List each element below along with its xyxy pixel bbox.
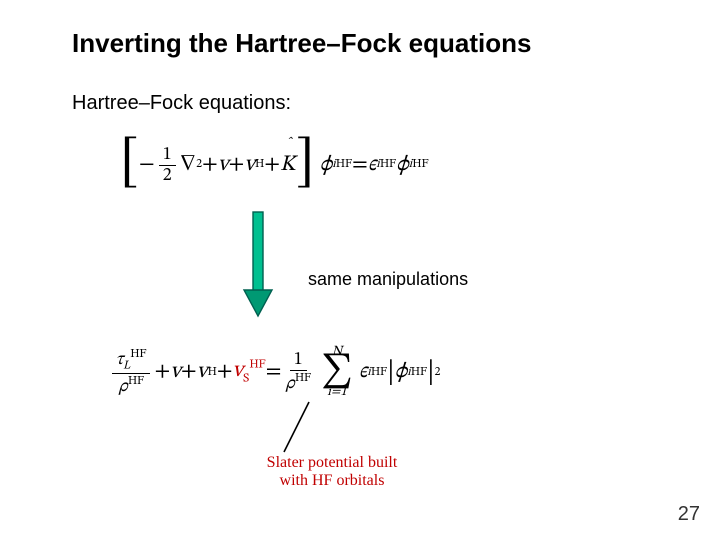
vH2-sub: H xyxy=(207,365,216,380)
sum-block: N ∑ i=1 xyxy=(321,345,353,399)
rho2-den: ρHF xyxy=(285,371,311,393)
equals: = xyxy=(352,153,368,177)
down-arrow-icon xyxy=(240,210,276,320)
plus-c: + xyxy=(217,358,233,386)
vH2: v xyxy=(197,358,208,386)
phi1-hf: HF xyxy=(336,158,352,171)
phi3-hf: HF xyxy=(411,365,427,380)
slide-title: Inverting the Hartree–Fock equations xyxy=(72,28,531,59)
subtitle: Hartree–Fock equations: xyxy=(72,92,291,115)
tau: τ xyxy=(116,351,123,369)
tau-L: L xyxy=(123,360,130,372)
vS: v xyxy=(233,360,244,382)
tau-num: τLHF xyxy=(112,348,150,374)
pointer-line-icon xyxy=(276,400,316,456)
v2: v xyxy=(170,358,181,386)
bar-l: | xyxy=(387,355,394,390)
vS-hf: HF xyxy=(249,359,265,371)
left-bracket: [ xyxy=(120,134,139,193)
phi3: ϕ xyxy=(395,358,408,386)
sum-bot: i=1 xyxy=(327,386,347,399)
bar-r: | xyxy=(427,355,434,390)
plus2: + xyxy=(228,153,244,177)
arrow-shaft xyxy=(253,212,263,292)
pointer-line xyxy=(284,402,309,452)
slater-term: vSHF xyxy=(233,357,266,386)
frac-den: 2 xyxy=(163,166,172,185)
frac-num: 1 xyxy=(159,146,176,166)
slide-root: Inverting the Hartree–Fock equations Har… xyxy=(0,0,720,540)
slater-caption: Slater potential built with HF orbitals xyxy=(232,454,432,491)
arrow-head xyxy=(244,290,272,316)
sigma-icon: ∑ xyxy=(321,359,353,386)
sq-exp: 2 xyxy=(435,365,441,380)
phi1: ϕ xyxy=(320,153,333,177)
v: v xyxy=(218,153,229,177)
equation-inverted: τLHF ρHF + v + vH + vSHF = 1 ρHF xyxy=(108,345,441,399)
K-hat: K xyxy=(280,153,295,177)
plus3: + xyxy=(264,153,280,177)
plus-a: + xyxy=(154,358,170,386)
rho2-hf: HF xyxy=(295,372,311,384)
eps2: ϵ xyxy=(359,358,367,386)
phi2-hf: HF xyxy=(412,158,428,171)
frac-one-rho: 1 ρHF xyxy=(285,351,311,393)
rho-den: ρHF xyxy=(118,374,144,396)
plus1: + xyxy=(202,153,218,177)
right-bracket: ] xyxy=(296,134,315,193)
vH-sub: H xyxy=(255,158,264,171)
vS-sub: S xyxy=(243,373,249,385)
eps2-hf: HF xyxy=(371,365,387,380)
rho1: ρ xyxy=(118,378,127,396)
vH: v xyxy=(244,153,255,177)
rho2: ρ xyxy=(285,375,294,393)
tau-hf: HF xyxy=(130,348,146,360)
phi2: ϕ xyxy=(396,153,409,177)
frac-half: 1 2 xyxy=(159,146,176,185)
minus-sign: − xyxy=(139,153,155,177)
equation-hf: [ − 1 2 ∇2 + v + vH + K ] ϕiHF = ϵiHF ϕi… xyxy=(120,140,429,190)
page-number: 27 xyxy=(678,503,700,526)
slater-line2: with HF orbitals xyxy=(232,472,432,490)
slater-line1: Slater potential built xyxy=(232,454,432,472)
same-manipulations-label: same manipulations xyxy=(308,269,468,290)
nabla: ∇ xyxy=(180,153,196,177)
title-prefix: Inverting the xyxy=(72,28,235,58)
title-hf: Hartree–Fock equations xyxy=(235,28,531,58)
eps: ϵ xyxy=(368,153,376,177)
plus-b: + xyxy=(181,358,197,386)
equals2: = xyxy=(266,358,282,386)
one-num: 1 xyxy=(290,351,307,371)
eps-hf: HF xyxy=(380,158,396,171)
frac-tau-rho: τLHF ρHF xyxy=(112,348,150,396)
rho1-hf: HF xyxy=(128,375,144,387)
